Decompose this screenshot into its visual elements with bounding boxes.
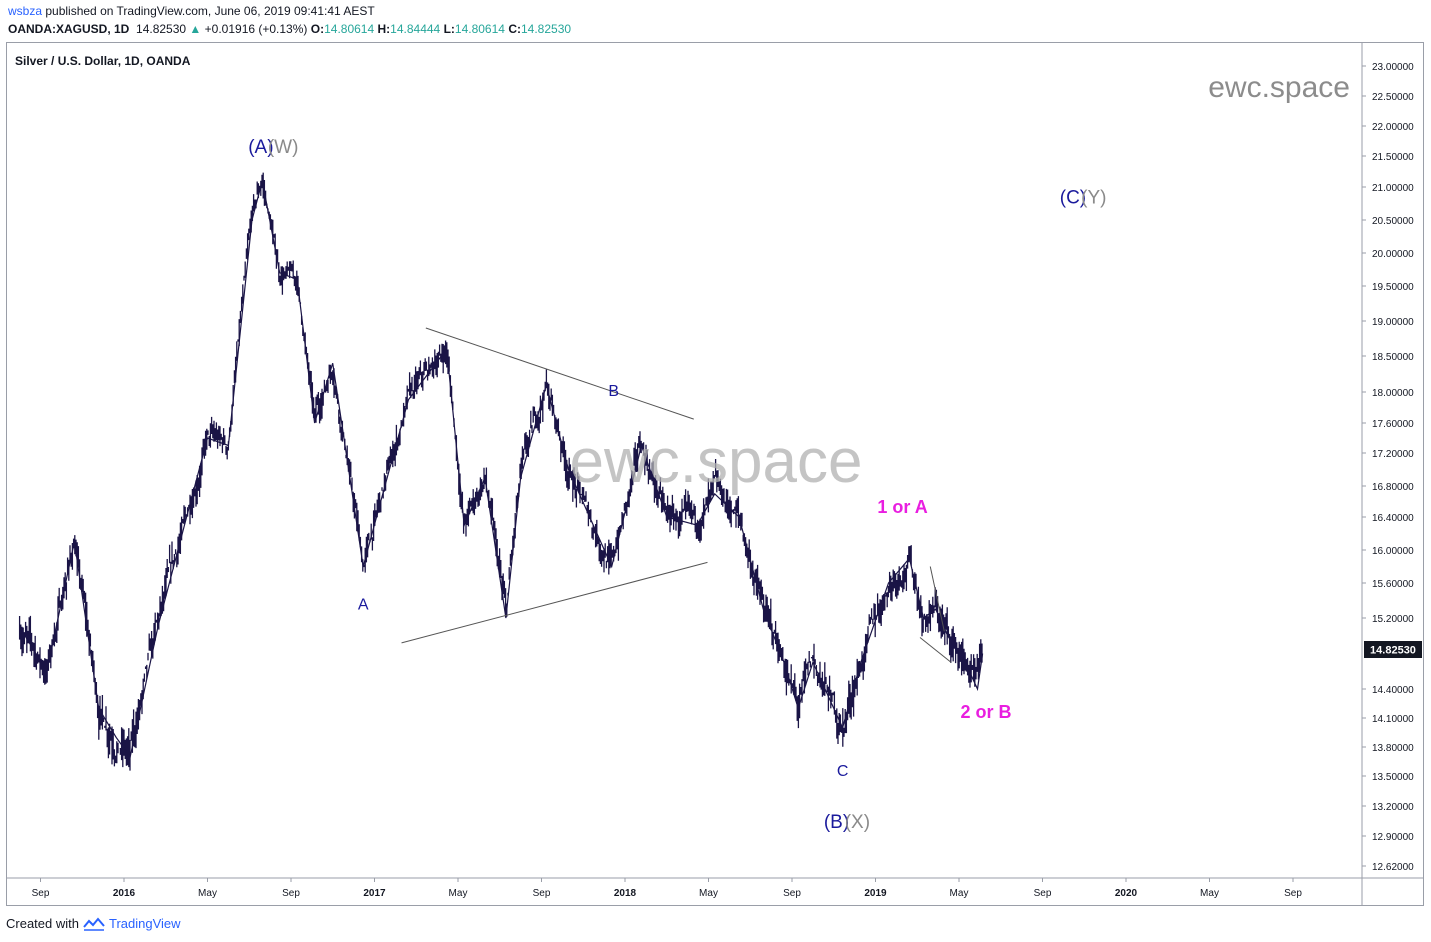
tradingview-link[interactable]: TradingView [108, 916, 181, 931]
price-tick-label: 21.00000 [1372, 183, 1414, 194]
price-tick-label: 19.00000 [1372, 317, 1414, 328]
price-tick-label: 13.20000 [1372, 802, 1414, 813]
price-tick-label: 15.60000 [1372, 579, 1414, 590]
close-value: 14.82530 [520, 22, 572, 36]
price-change: +0.01916 (+0.13%) [204, 22, 308, 36]
time-tick-label: May [699, 888, 718, 899]
price-tick-label: 13.50000 [1372, 772, 1414, 783]
price-series [18, 172, 984, 771]
price-tick-label: 22.50000 [1372, 92, 1414, 103]
price-tick-label: 21.50000 [1372, 152, 1414, 163]
time-axis[interactable]: Sep 2016 May Sep 2017 May Sep 2018 May Sep 2019 May… [32, 878, 1303, 899]
price-tick-label: 16.40000 [1372, 513, 1414, 524]
trendline [401, 561, 708, 644]
time-tick-label: May [449, 888, 468, 899]
wave-label: (A) [248, 137, 273, 158]
ohlc-bar: OANDA:XAGUSD, 1D 14.82530 ▲ +0.01916 (+0… [8, 22, 571, 36]
up-arrow-icon: ▲ [189, 22, 202, 36]
wave-label: 2 or B [961, 702, 1012, 722]
tradingview-logo-icon [83, 916, 105, 931]
high-value: 14.84444 [390, 22, 441, 36]
price-tick-label: 13.80000 [1372, 743, 1414, 754]
price-tick-label: 19.50000 [1372, 282, 1414, 293]
author-link[interactable]: wsbza [8, 4, 43, 18]
time-tick-label: Sep [533, 888, 551, 899]
price-tick-label: 16.80000 [1372, 482, 1414, 493]
time-tick-label: May [198, 888, 217, 899]
wave-label: 1 or A [877, 497, 927, 517]
chart-title: Silver / U.S. Dollar, 1D, OANDA [15, 54, 191, 68]
wave-label: B [608, 383, 619, 400]
last-price: 14.82530 [136, 22, 187, 36]
trendline [919, 637, 952, 663]
trendline [425, 327, 694, 420]
price-line [19, 180, 984, 759]
time-tick-label: 2017 [363, 888, 386, 899]
created-with-text: Created with [6, 916, 79, 931]
time-tick-label: Sep [1284, 888, 1302, 899]
price-tick-label: 23.00000 [1372, 62, 1414, 73]
price-tick-label: 17.20000 [1372, 449, 1414, 460]
low-value: 14.80614 [454, 22, 505, 36]
price-tick-label: 18.50000 [1372, 352, 1414, 363]
wave-label: (W) [268, 137, 299, 158]
time-tick-label: May [1200, 888, 1219, 899]
price-label-box [1364, 641, 1422, 658]
wave-label: (X) [845, 812, 870, 833]
time-tick-label: 2016 [113, 888, 136, 899]
open-label: O: [310, 22, 325, 36]
price-tick-label: 18.00000 [1372, 388, 1414, 399]
time-tick-label: Sep [282, 888, 300, 899]
wave-label: (Y) [1081, 188, 1106, 209]
wave-label: (C) [1060, 188, 1086, 209]
time-tick-label: 2018 [614, 888, 637, 899]
price-tick-label: 12.62000 [1372, 862, 1414, 873]
chart-frame [6, 42, 1424, 906]
time-tick-label: Sep [1034, 888, 1052, 899]
price-tick-label: 22.00000 [1372, 122, 1414, 133]
price-tick-label: 15.20000 [1372, 614, 1414, 625]
wave-label: A [358, 596, 369, 613]
price-tick-label: 20.00000 [1372, 249, 1414, 260]
price-tick-label: 12.90000 [1372, 832, 1414, 843]
price-tick-label: 14.10000 [1372, 714, 1414, 725]
watermark-big: ewc.space [570, 427, 863, 496]
time-tick-label: Sep [783, 888, 801, 899]
trendline [929, 566, 945, 632]
watermark-small: ewc.space [1208, 71, 1350, 104]
open-value: 14.80614 [324, 22, 375, 36]
publish-info: wsbza published on TradingView.com, June… [8, 4, 375, 18]
low-label: L: [443, 22, 455, 36]
price-tick-label: 16.00000 [1372, 546, 1414, 557]
high-label: H: [377, 22, 391, 36]
wave-labels: (A)(W) A B C (B)(X) (C)(Y) 1 or A 2 or B [248, 137, 1106, 833]
price-axis[interactable]: 23.00000 22.50000 22.00000 21.50000 21.00000… [1362, 62, 1414, 873]
wave-label: C [837, 763, 849, 780]
trendlines [401, 327, 952, 663]
symbol-label: OANDA:XAGUSD, 1D [8, 22, 130, 36]
time-tick-label: Sep [32, 888, 50, 899]
time-tick-label: 2020 [1115, 888, 1138, 899]
publish-text: published on TradingView.com, June 06, 2… [45, 4, 375, 18]
time-tick-label: 2019 [864, 888, 887, 899]
price-tick-label: 17.60000 [1372, 419, 1414, 430]
price-label: 14.82530 [1370, 645, 1416, 657]
time-tick-label: May [950, 888, 969, 899]
footer: Created with TradingView [6, 916, 181, 931]
wave-label: (B) [824, 812, 849, 833]
close-label: C: [508, 22, 521, 36]
price-tick-label: 14.40000 [1372, 685, 1414, 696]
price-tick-label: 20.50000 [1372, 216, 1414, 227]
